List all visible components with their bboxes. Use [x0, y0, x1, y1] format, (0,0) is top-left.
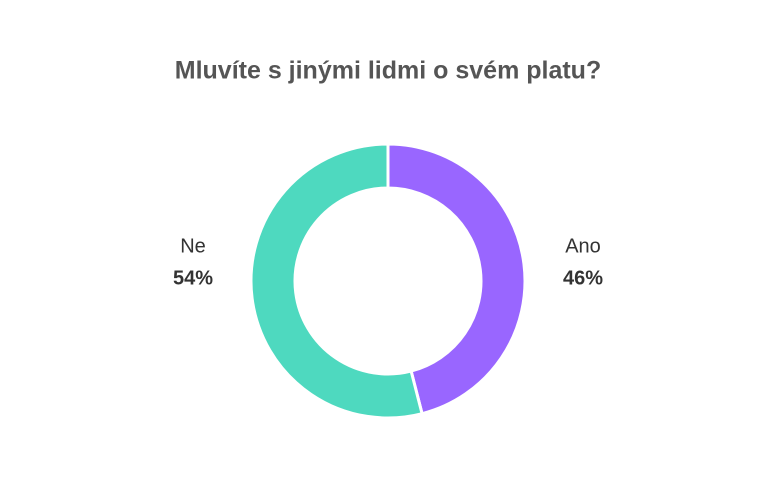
slice — [386, 142, 527, 416]
value-label: 46% — [563, 267, 603, 289]
chart-title: Mluvíte s jinými lidmi o svém platu? — [175, 57, 601, 85]
slice-label: Ne — [180, 235, 206, 257]
slice-label: Ano — [565, 235, 601, 257]
value-label: 54% — [173, 267, 213, 289]
slice — [249, 142, 424, 420]
